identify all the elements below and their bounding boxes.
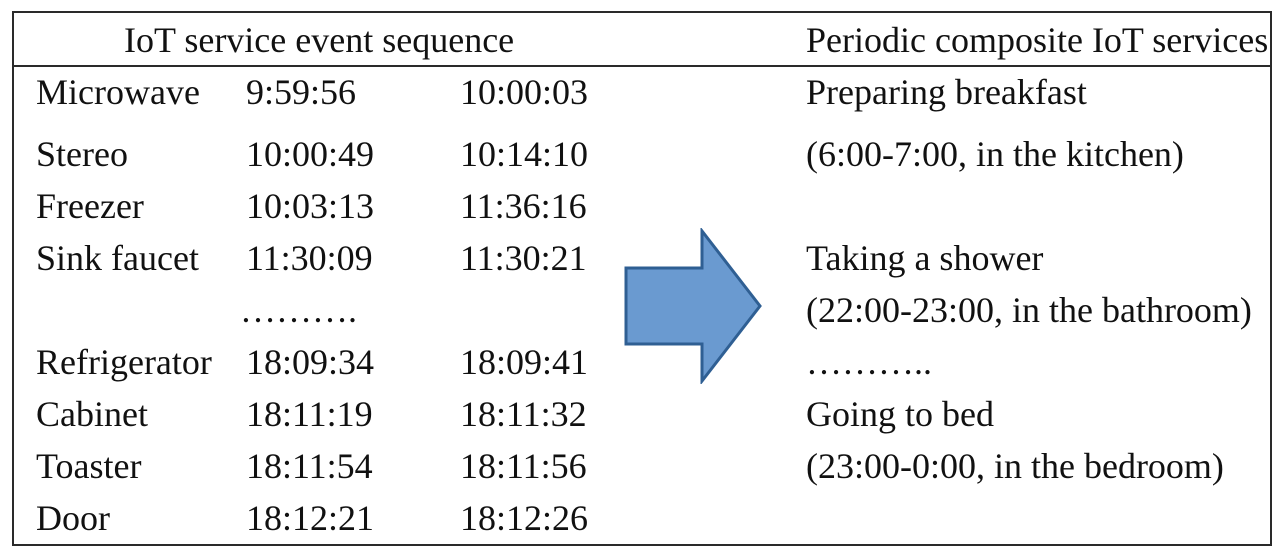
header-composite-services: Periodic composite IoT services <box>806 20 1269 60</box>
service-ellipsis: ……….. <box>806 342 932 382</box>
header-divider <box>12 65 1272 67</box>
header-event-sequence: IoT service event sequence <box>124 20 515 60</box>
event-start-time: 9:59:56 <box>246 72 357 112</box>
event-device: Toaster <box>36 446 142 486</box>
event-device: Sink faucet <box>36 238 199 278</box>
event-start-time: 10:00:49 <box>246 134 375 174</box>
service-name: Taking a shower <box>806 238 1044 278</box>
event-start-time: 18:11:19 <box>246 394 373 434</box>
event-start-time: 10:03:13 <box>246 186 375 226</box>
right-arrow-icon <box>622 226 764 386</box>
event-start-time: 11:30:09 <box>246 238 373 278</box>
event-device: Stereo <box>36 134 128 174</box>
event-end-time: 11:36:16 <box>460 186 587 226</box>
table-frame <box>12 11 1272 546</box>
event-device: Door <box>36 498 110 538</box>
event-end-time: 18:09:41 <box>460 342 589 382</box>
event-start-time: 18:12:21 <box>246 498 375 538</box>
event-ellipsis: ………. <box>240 290 357 330</box>
service-name: Going to bed <box>806 394 994 434</box>
service-detail: (23:00-0:00, in the bedroom) <box>806 446 1224 486</box>
event-device: Refrigerator <box>36 342 212 382</box>
event-start-time: 18:09:34 <box>246 342 375 382</box>
event-end-time: 18:12:26 <box>460 498 589 538</box>
service-detail: (6:00-7:00, in the kitchen) <box>806 134 1184 174</box>
event-device: Microwave <box>36 72 200 112</box>
event-end-time: 18:11:56 <box>460 446 587 486</box>
event-end-time: 11:30:21 <box>460 238 587 278</box>
event-end-time: 10:14:10 <box>460 134 589 174</box>
event-start-time: 18:11:54 <box>246 446 373 486</box>
event-end-time: 18:11:32 <box>460 394 587 434</box>
service-name: Preparing breakfast <box>806 72 1087 112</box>
event-device: Cabinet <box>36 394 148 434</box>
event-device: Freezer <box>36 186 144 226</box>
service-detail: (22:00-23:00, in the bathroom) <box>806 290 1252 330</box>
event-end-time: 10:00:03 <box>460 72 589 112</box>
